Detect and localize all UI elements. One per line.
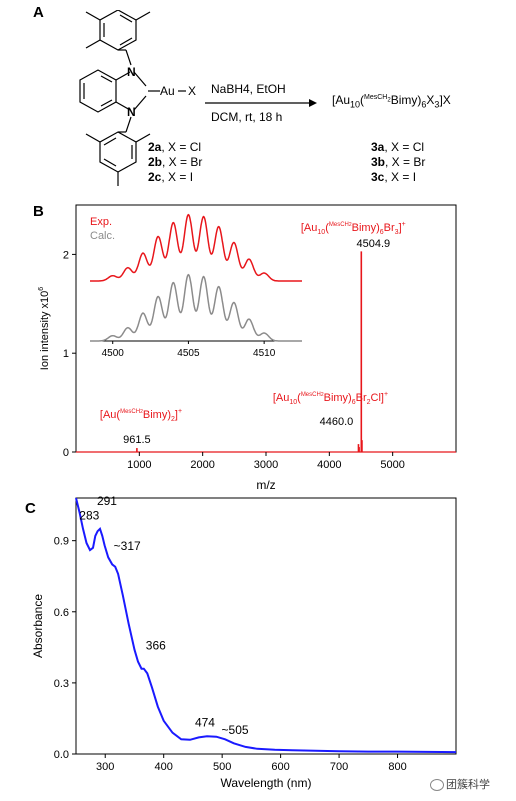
peak-label: 283	[79, 508, 99, 522]
peak-label: ~505	[222, 723, 249, 737]
panel-label-b: B	[33, 203, 44, 220]
peak-label: 291	[97, 494, 117, 508]
panel-label-c: C	[25, 500, 36, 517]
atom-au: Au	[160, 84, 175, 98]
y-tick-label: 0.6	[54, 607, 69, 619]
y-tick-label: 0.9	[54, 536, 69, 548]
peak-label: 474	[195, 716, 215, 730]
peak-label: ~317	[114, 539, 141, 553]
x-tick-label: 4000	[317, 459, 341, 471]
y-axis-label: Ion intensity x106	[38, 287, 51, 371]
mesityl-top	[99, 10, 137, 51]
x-tick-label: 500	[213, 761, 231, 773]
y-axis-label: Absorbance	[31, 594, 45, 658]
legend-calc: Calc.	[90, 230, 115, 242]
peak-label: 366	[146, 639, 166, 653]
x-tick-label: 1000	[127, 459, 151, 471]
inset-calc-envelope	[90, 273, 302, 342]
ms-label-au-bimy2: [Au(MesCH2Bimy)2]+	[100, 408, 182, 423]
ms-value-4460: 4460.0	[320, 416, 354, 428]
x-tick-label: 700	[330, 761, 348, 773]
reactant-item: 2b, X = Br	[148, 155, 203, 169]
panel-label-a: A	[33, 4, 44, 21]
inset-tick-label: 4510	[253, 348, 276, 359]
x-tick-label: 3000	[254, 459, 278, 471]
reactant-item: 2c, X = I	[148, 170, 194, 184]
ms-label-br2cl: [Au10(MesCH2Bimy)6Br2Cl]+	[273, 391, 388, 406]
watermark: 团簇科学	[430, 776, 490, 792]
x-tick-label: 400	[155, 761, 173, 773]
uvvis-chart: 300 400 500 600 700 800 0.0 0.3 0.6 0.9 Wavelength…	[31, 494, 457, 790]
reactant-item: 2a, X = Cl	[148, 140, 202, 154]
product-item: 3b, X = Br	[371, 155, 426, 169]
mass-spectrum-chart: 1000 2000 3000 4000 5000 0 1 2 m/z Ion intensity …	[38, 204, 457, 492]
product-item: 3a, X = Cl	[371, 140, 425, 154]
y-tick-label: 0	[63, 447, 69, 459]
atom-n-top: N	[127, 65, 136, 79]
x-tick-label: 600	[271, 761, 289, 773]
reaction-arrow	[205, 99, 317, 107]
inset-tick-label: 4505	[177, 348, 200, 359]
x-axis-label: m/z	[256, 478, 275, 492]
plot-frame	[75, 497, 457, 755]
inset-exp-envelope	[90, 213, 302, 282]
x-axis-label: Wavelength (nm)	[221, 776, 312, 790]
reactant-structure: N N Au X	[79, 10, 196, 186]
ms-value-4504: 4504.9	[356, 238, 390, 250]
absorbance-curve	[75, 497, 457, 754]
reactant-list: 2a, X = Cl 2b, X = Br 2c, X = I	[148, 140, 202, 185]
product-item: 3c, X = I	[371, 170, 417, 184]
x-tick-label: 2000	[190, 459, 214, 471]
mesityl-bottom	[99, 131, 137, 173]
y-tick-label: 1	[63, 348, 69, 360]
atom-n-bottom: N	[127, 105, 136, 119]
inset-tick-label: 4500	[102, 348, 125, 359]
legend-exp: Exp.	[90, 216, 112, 228]
benzo-ring	[79, 69, 117, 113]
product-formula: [Au10(MesCH2Bimy)6X3]X	[332, 93, 451, 110]
x-tick-label: 5000	[380, 459, 404, 471]
ms-label-br3: [Au10(MesCH2Bimy)6Br3]+	[301, 221, 406, 236]
y-tick-label: 0.0	[54, 749, 69, 761]
y-tick-label: 2	[63, 249, 69, 261]
atom-x: X	[188, 84, 196, 98]
product-list: 3a, X = Cl 3b, X = Br 3c, X = I	[371, 140, 425, 185]
x-tick-label: 300	[96, 761, 114, 773]
wechat-icon	[430, 779, 444, 792]
y-tick-label: 0.3	[54, 678, 69, 690]
ms-value-961: 961.5	[123, 434, 151, 446]
reagent-top: NaBH4, EtOH	[211, 82, 286, 96]
reagent-bottom: DCM, rt, 18 h	[211, 110, 283, 124]
x-tick-label: 800	[388, 761, 406, 773]
